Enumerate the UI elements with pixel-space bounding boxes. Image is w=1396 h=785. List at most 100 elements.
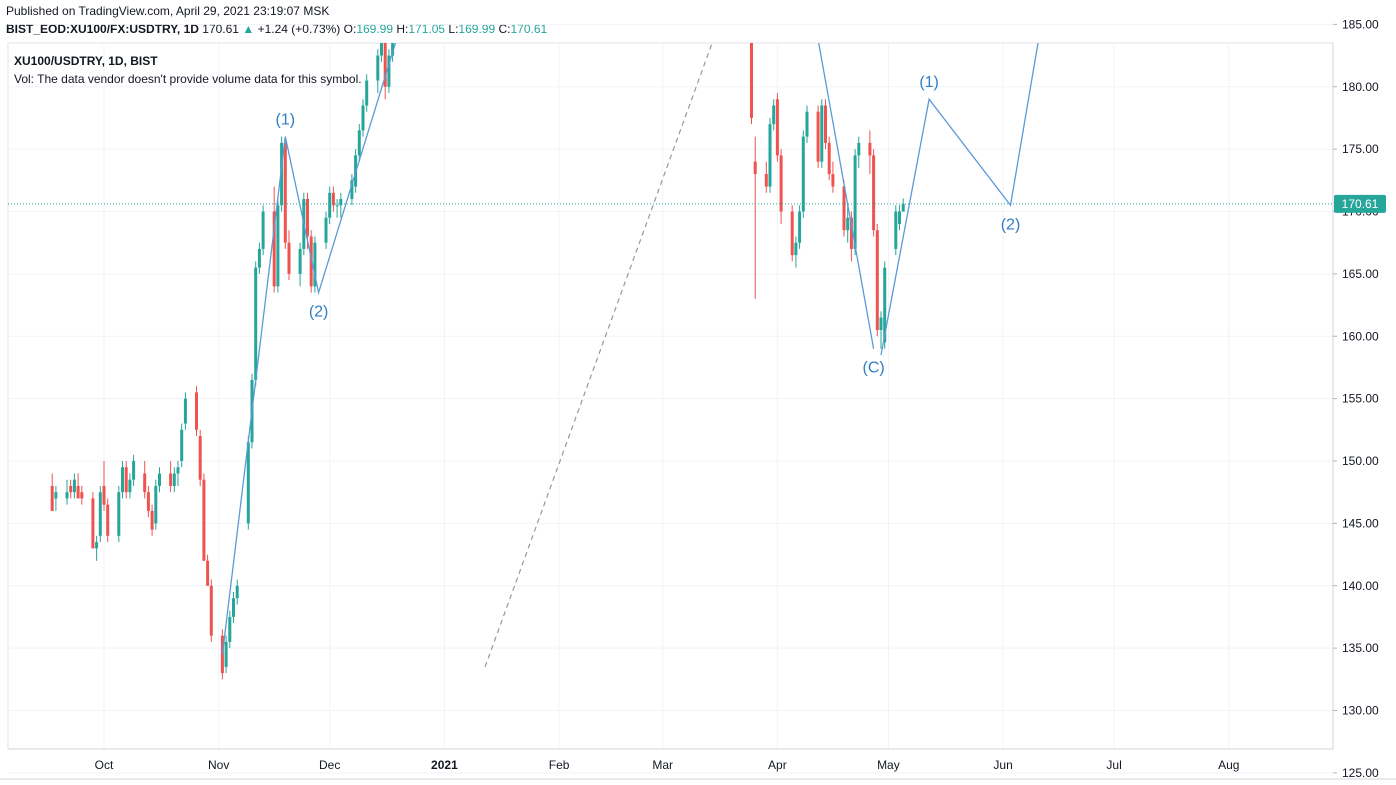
candle — [117, 485, 121, 543]
candle — [54, 485, 58, 511]
candle-body — [257, 248, 261, 268]
candle — [172, 467, 176, 493]
wave-label: (2) — [309, 304, 329, 321]
candle — [365, 74, 369, 112]
candle-body — [872, 155, 876, 231]
candle — [158, 467, 161, 493]
candle — [764, 161, 768, 193]
candle-body — [376, 55, 380, 81]
candle-body — [246, 442, 250, 524]
candle-body — [235, 585, 239, 599]
candle — [816, 105, 820, 168]
candle-body — [261, 211, 265, 249]
wave-line-impulse — [221, 43, 397, 655]
candle — [146, 485, 150, 518]
candle — [387, 49, 391, 93]
candle-body — [842, 186, 846, 231]
candle — [750, 43, 753, 125]
candle — [132, 454, 136, 486]
price-axis-label: 130.00 — [1342, 704, 1379, 718]
current-price-badge-label: 170.61 — [1342, 197, 1379, 211]
candle — [50, 473, 54, 511]
candle — [827, 136, 831, 181]
candle-body — [224, 641, 228, 667]
candle — [831, 161, 835, 193]
candle-body — [276, 205, 280, 287]
low-value: 169.99 — [458, 22, 496, 36]
legend-title[interactable]: XU100/USDTRY, 1D, BIST — [14, 54, 158, 68]
time-axis-label: Jun — [993, 758, 1012, 772]
candle — [95, 535, 99, 561]
candle — [283, 136, 287, 249]
candle-body — [306, 199, 309, 237]
candle — [380, 43, 383, 62]
candle — [328, 186, 332, 224]
change-arrow-icon: ▲ — [242, 22, 255, 36]
candle — [805, 105, 809, 143]
candle-body — [228, 616, 232, 642]
candle-body — [287, 242, 291, 274]
candle — [901, 198, 905, 212]
candle — [361, 99, 365, 137]
candle-body — [794, 242, 798, 256]
candle-body — [779, 155, 783, 212]
quote-symbol[interactable]: BIST_EOD:XU100/FX:USDTRY, 1D — [6, 22, 199, 36]
plot-layer: 0(226.40)(1)(2)(3)(4)(5)(A)(B)(C)(1)(2)(… — [8, 43, 1333, 680]
candle-body — [805, 111, 809, 137]
candle — [228, 610, 232, 649]
candle — [272, 186, 276, 293]
candle — [176, 461, 180, 486]
candle-body — [283, 142, 287, 243]
candle-body — [753, 161, 757, 175]
candle-body — [798, 211, 802, 243]
wave-label: (2) — [1001, 216, 1021, 233]
candle — [150, 504, 154, 536]
candle-body — [380, 43, 383, 56]
candle-body — [335, 205, 339, 207]
close-value: 170.61 — [510, 22, 548, 36]
candle — [350, 174, 354, 206]
candle — [309, 230, 313, 293]
candle — [121, 461, 124, 499]
candle — [280, 136, 284, 212]
candle-body — [202, 479, 206, 561]
candle-body — [206, 560, 210, 586]
candle-body — [313, 242, 317, 287]
candle-body — [365, 80, 369, 106]
candle-body — [54, 492, 58, 499]
price-axis-label: 125.00 — [1342, 766, 1379, 780]
wave-label: (1) — [919, 74, 939, 91]
candle — [76, 473, 80, 499]
candle — [772, 99, 776, 131]
candle — [209, 579, 213, 642]
candle — [775, 92, 779, 162]
candle-body — [820, 105, 824, 162]
candle — [339, 192, 343, 218]
candle-body — [172, 473, 176, 486]
candle-body — [831, 174, 835, 187]
candle-body — [154, 485, 158, 524]
candle — [324, 211, 328, 249]
candle — [198, 429, 202, 486]
candle-body — [298, 248, 302, 274]
high-label: H: — [396, 22, 409, 36]
candle — [102, 461, 106, 511]
candle-body — [846, 217, 850, 231]
candle — [195, 386, 198, 437]
candle-body — [254, 267, 258, 380]
candle — [143, 461, 147, 499]
candle — [853, 149, 857, 256]
candle — [124, 461, 128, 499]
candle-body — [387, 55, 391, 87]
time-axis-label: Nov — [208, 758, 229, 772]
candle — [72, 473, 76, 499]
quote-change: +1.24 (+0.73%) — [257, 22, 341, 36]
candle-body — [50, 485, 54, 511]
candle-body — [124, 467, 128, 493]
time-axis-label: Jul — [1106, 758, 1121, 772]
candle — [798, 205, 802, 249]
candle — [257, 242, 261, 274]
candle — [357, 124, 361, 162]
candle — [820, 99, 824, 168]
